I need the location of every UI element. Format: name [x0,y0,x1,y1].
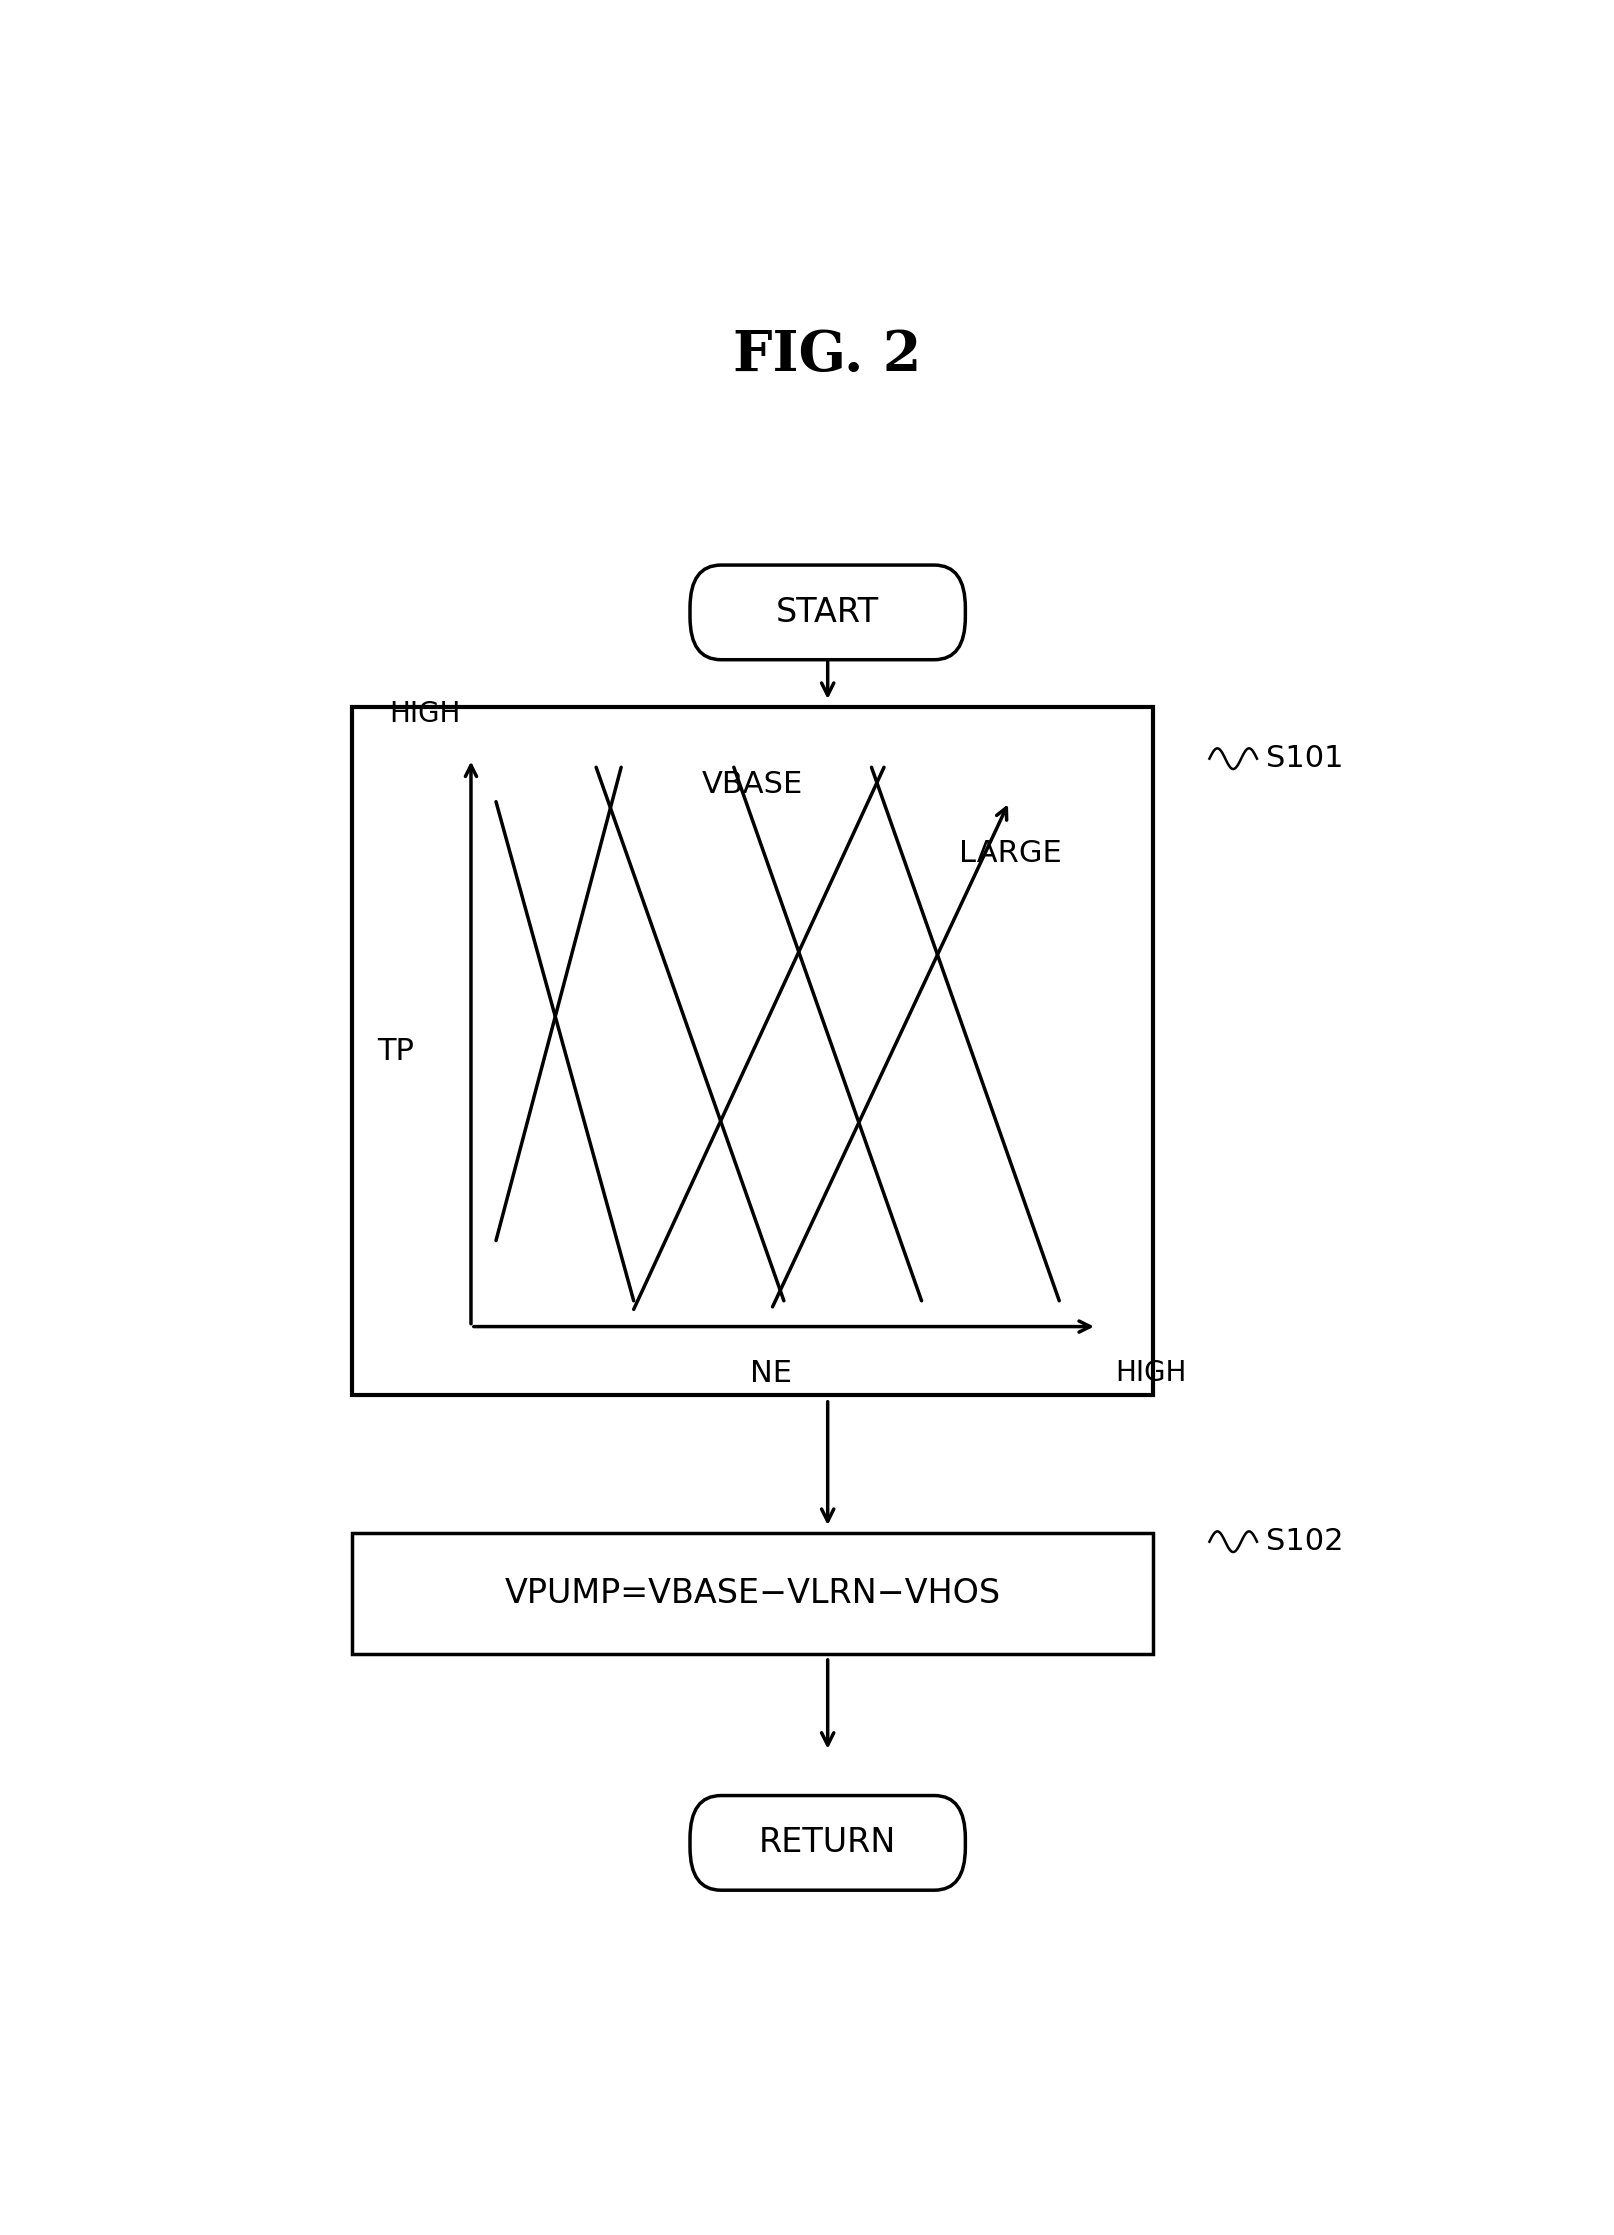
Text: FIG. 2: FIG. 2 [733,329,922,384]
FancyBboxPatch shape [689,1795,965,1891]
Text: HIGH: HIGH [389,700,460,729]
Text: START: START [776,597,878,628]
Bar [352,1533,1152,1654]
Text: LARGE: LARGE [959,838,1060,867]
Bar [352,706,1152,1395]
Text: VPUMP=VBASE−VLRN−VHOS: VPUMP=VBASE−VLRN−VHOS [504,1578,1001,1609]
Text: HIGH: HIGH [1115,1359,1186,1388]
Text: NE: NE [751,1359,792,1388]
Text: TP: TP [378,1037,415,1066]
Text: S102: S102 [1265,1527,1343,1556]
Text: VBASE: VBASE [702,771,802,798]
Text: S101: S101 [1265,744,1343,773]
Text: RETURN: RETURN [759,1826,896,1860]
FancyBboxPatch shape [689,565,965,659]
